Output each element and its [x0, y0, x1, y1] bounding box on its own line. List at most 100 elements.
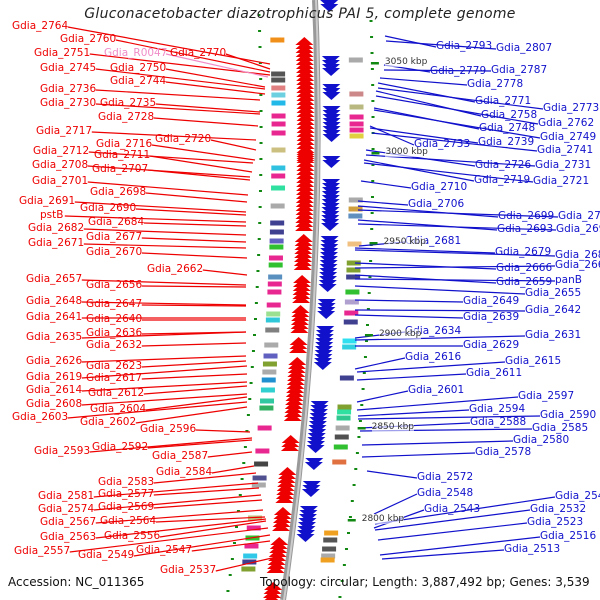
left-gene-label[interactable]: Gdia_2592 — [92, 441, 149, 453]
left-gene-label[interactable]: Gdia_2563 — [40, 531, 97, 543]
right-gene-label[interactable]: Gdia_2516 — [540, 530, 597, 542]
left-gene-label[interactable]: Gdia_2711 — [94, 149, 151, 161]
left-gene-label[interactable]: Gdia_2608 — [26, 398, 83, 410]
right-gene-label[interactable]: Gdia_2513 — [504, 543, 561, 555]
left-gene-label[interactable]: Gdia_2720 — [155, 133, 212, 145]
right-gene-label[interactable]: Gdia_2541 — [555, 490, 600, 502]
right-gene-label[interactable]: Gdia_2642 — [525, 304, 582, 316]
right-gene-label[interactable]: Gdia_2601 — [408, 384, 465, 396]
left-gene-label[interactable]: Gdia_2574 — [38, 503, 95, 515]
right-gene-label[interactable]: Gdia_2572 — [417, 471, 474, 483]
left-gene-label[interactable]: Gdia_2614 — [26, 384, 83, 396]
left-gene-label[interactable]: Gdia_2623 — [86, 360, 143, 372]
left-gene-label[interactable]: Gdia_2635 — [26, 331, 83, 343]
right-gene-label[interactable]: Gdia_2639 — [463, 311, 520, 323]
left-gene-label[interactable]: Gdia_2587 — [152, 450, 209, 462]
left-gene-label[interactable]: Gdia_2641 — [26, 311, 83, 323]
right-gene-label[interactable]: Gdia_2762 — [538, 117, 595, 129]
left-gene-label[interactable]: Gdia_2760 — [60, 33, 117, 45]
right-gene-label[interactable]: Gdia_2731 — [535, 159, 592, 171]
left-gene-label[interactable]: Gdia_2708 — [32, 159, 89, 171]
left-gene-label[interactable]: Gdia_2640 — [86, 313, 143, 325]
right-gene-label[interactable]: Gdia_2779 — [430, 65, 487, 77]
right-gene-label[interactable]: Gdia_2793 — [436, 40, 493, 52]
left-gene-label[interactable]: Gdia_2577 — [98, 488, 155, 500]
left-gene-label[interactable]: Gdia_2584 — [156, 466, 213, 478]
left-gene-label[interactable]: Gdia_2557 — [14, 545, 71, 557]
left-gene-label[interactable]: Gdia_2581 — [38, 490, 95, 502]
right-gene-label[interactable]: Gdia_2611 — [466, 367, 523, 379]
right-gene-label[interactable]: Gdia_2543 — [424, 503, 481, 515]
right-gene-label[interactable]: Gdia_2771 — [475, 95, 532, 107]
left-gene-label[interactable]: Gdia_2657 — [26, 273, 83, 285]
right-gene-label[interactable]: Gdia_2590 — [540, 409, 597, 421]
right-gene-label[interactable]: Gdia_2721 — [533, 175, 590, 187]
left-gene-label[interactable]: Gdia_2670 — [86, 246, 143, 258]
right-gene-label[interactable]: Gdia_2578 — [475, 446, 532, 458]
left-gene-label[interactable]: Gdia_2707 — [92, 163, 149, 175]
right-gene-label[interactable]: Gdia_2615 — [505, 355, 562, 367]
right-gene-label[interactable]: Gdia_2679 — [495, 246, 552, 258]
left-gene-label[interactable]: Gdia_2549 — [78, 549, 135, 561]
right-gene-label[interactable]: Gdia_2694 — [556, 223, 600, 235]
left-gene-label[interactable]: Gdia_2764 — [12, 20, 69, 32]
right-gene-label[interactable]: Gdia_2748 — [479, 122, 536, 134]
right-gene-label[interactable]: Gdia_2548 — [417, 487, 474, 499]
left-gene-label[interactable]: Gdia_2596 — [140, 423, 197, 435]
right-gene-label[interactable]: Gdia_2594 — [469, 403, 526, 415]
right-gene-label[interactable]: panB — [555, 274, 582, 286]
left-gene-label[interactable]: Gdia_2712 — [33, 145, 90, 157]
left-gene-label[interactable]: Gdia_2556 — [104, 530, 161, 542]
left-gene-label[interactable]: Gdia_2603 — [12, 411, 69, 423]
right-gene-label[interactable]: Gdia_2749 — [540, 131, 597, 143]
right-gene-label[interactable]: Gdia_2616 — [405, 351, 462, 363]
right-gene-label[interactable]: Gdia_2659 — [496, 276, 553, 288]
right-gene-label[interactable]: Gdia_2704 — [558, 210, 600, 222]
right-gene-label[interactable]: Gdia_2787 — [491, 64, 548, 76]
right-gene-label[interactable]: Gdia_2693 — [497, 223, 554, 235]
right-gene-label[interactable]: Gdia_2629 — [463, 339, 520, 351]
right-gene-label[interactable]: Gdia_2807 — [496, 42, 553, 54]
left-gene-label[interactable]: Gdia_2569 — [98, 501, 155, 513]
right-gene-label[interactable]: Gdia_2655 — [525, 287, 582, 299]
right-gene-label[interactable]: Gdia_2588 — [470, 416, 527, 428]
left-gene-label[interactable]: Gdia_2662 — [147, 263, 204, 275]
left-gene-label[interactable]: Gdia_2744 — [110, 75, 167, 87]
right-gene-label[interactable]: Gdia_2649 — [463, 295, 520, 307]
left-gene-label[interactable]: Gdia_2728 — [98, 111, 155, 123]
right-gene-label[interactable]: Gdia_2523 — [527, 516, 584, 528]
left-gene-label[interactable]: Gdia_2656 — [86, 279, 143, 291]
right-gene-label[interactable]: Gdia_2706 — [408, 198, 465, 210]
left-gene-label[interactable]: Gdia_2690 — [80, 202, 137, 214]
left-gene-label[interactable]: Gdia_2547 — [136, 544, 193, 556]
right-gene-label[interactable]: Gdia_2741 — [537, 144, 594, 156]
right-gene-label[interactable]: Gdia_2758 — [481, 109, 538, 121]
left-gene-label[interactable]: Gdia_2617 — [86, 372, 143, 384]
left-gene-label[interactable]: Gdia_2691 — [19, 195, 76, 207]
right-gene-label[interactable]: Gdia_2666 — [496, 262, 553, 274]
right-gene-label[interactable]: Gdia_2726 — [475, 159, 532, 171]
right-gene-label[interactable]: Gdia_2580 — [513, 434, 570, 446]
left-gene-label[interactable]: Gdia_2671 — [28, 237, 85, 249]
left-gene-label[interactable]: Gdia_2612 — [88, 387, 145, 399]
left-gene-label[interactable]: pstB — [40, 209, 64, 221]
left-gene-label[interactable]: Gdia_2698 — [90, 186, 147, 198]
right-gene-label[interactable]: Gdia_2733 — [414, 138, 471, 150]
left-gene-label[interactable]: Gdia_2682 — [28, 222, 85, 234]
left-gene-label[interactable]: Gdia_2619 — [26, 371, 83, 383]
left-gene-label[interactable]: Gdia_2717 — [36, 125, 93, 137]
right-gene-label[interactable]: Gdia_2773 — [543, 102, 600, 114]
right-gene-label[interactable]: Gdia_2597 — [518, 390, 575, 402]
right-gene-label[interactable]: Gdia_2739 — [478, 136, 535, 148]
left-gene-label[interactable]: Gdia_2677 — [86, 231, 143, 243]
left-gene-label[interactable]: Gdia_2735 — [100, 97, 157, 109]
left-gene-label[interactable]: Gdia_2537 — [160, 564, 217, 576]
left-gene-label[interactable]: Gdia_2751 — [34, 47, 91, 59]
left-gene-label[interactable]: Gdia_2647 — [86, 298, 143, 310]
left-gene-label[interactable]: Gdia_2750 — [110, 62, 167, 74]
left-gene-label[interactable]: Gdia_2716 — [96, 138, 153, 150]
right-gene-label[interactable]: Gdia_2710 — [411, 181, 468, 193]
left-gene-label[interactable]: Gdia_2604 — [90, 403, 147, 415]
right-gene-label[interactable]: Gdia_2631 — [525, 329, 582, 341]
left-gene-label[interactable]: Gdia_2632 — [86, 339, 143, 351]
